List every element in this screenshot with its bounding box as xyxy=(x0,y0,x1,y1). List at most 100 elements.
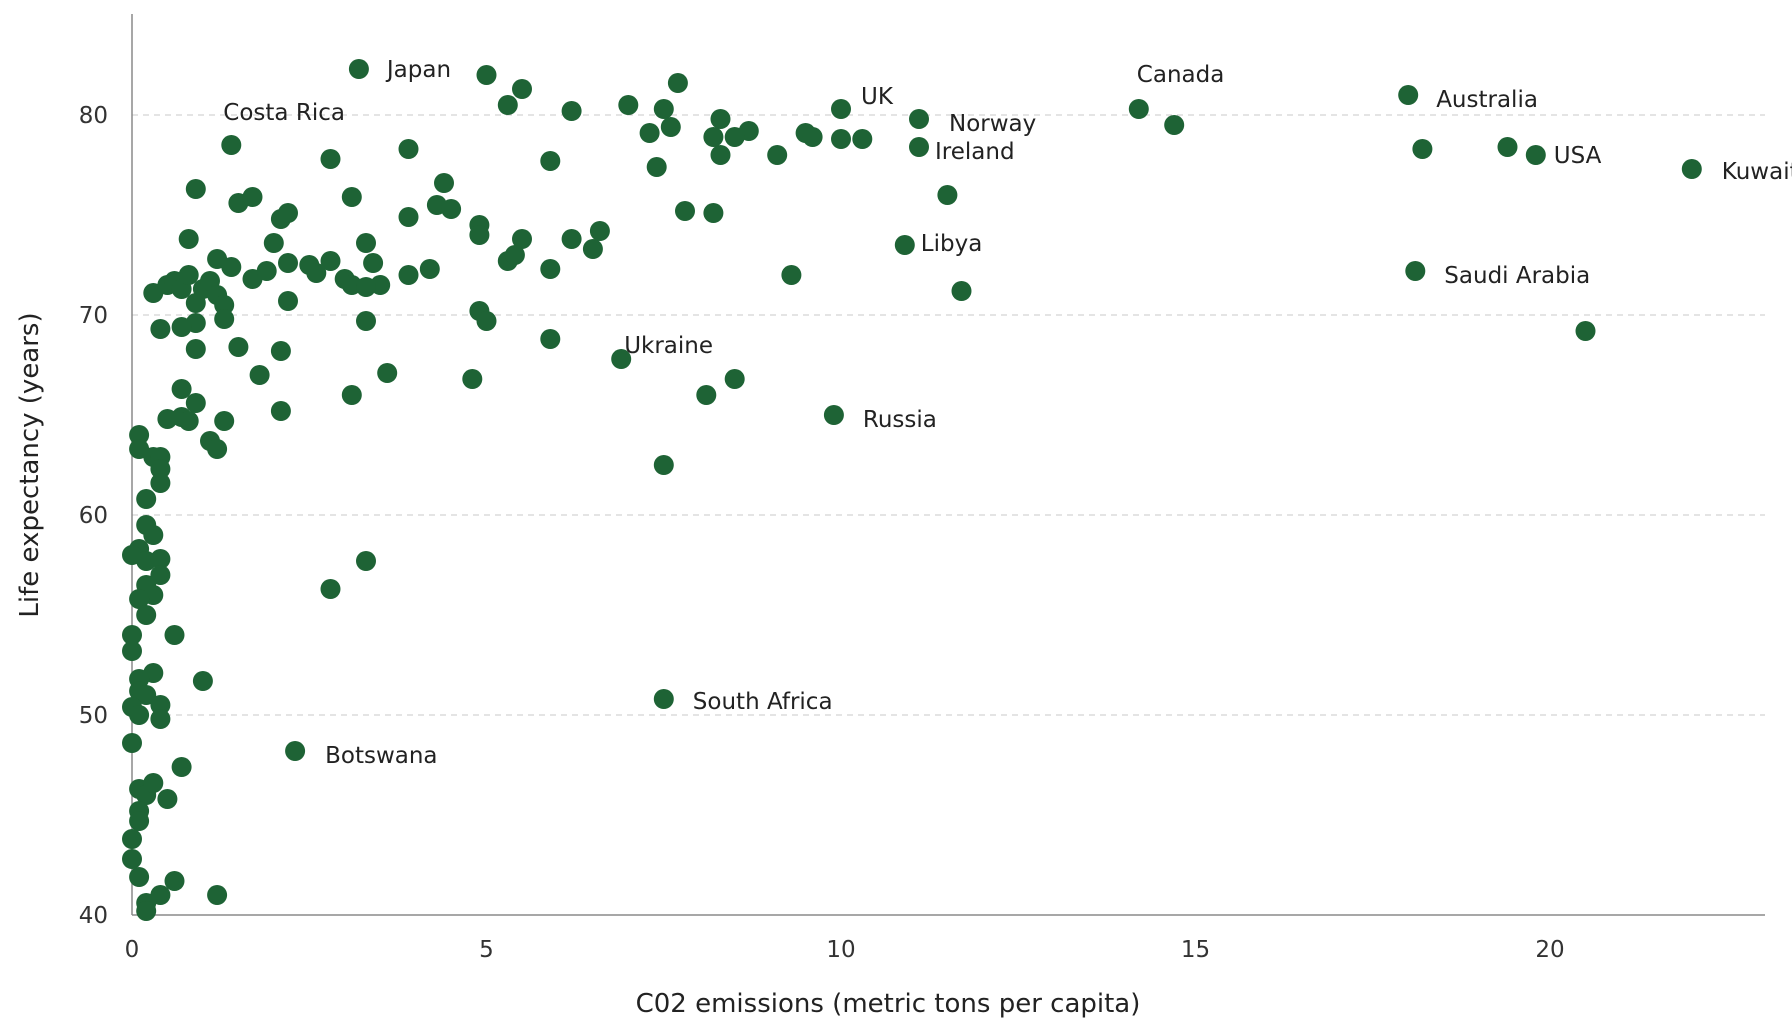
data-point xyxy=(122,733,142,753)
data-point xyxy=(356,277,376,297)
data-point xyxy=(263,233,284,253)
data-point xyxy=(129,705,150,725)
data-point xyxy=(377,363,398,383)
data-point xyxy=(320,579,341,599)
data-point xyxy=(143,773,164,793)
data-point xyxy=(1575,321,1596,341)
data-point xyxy=(136,605,157,625)
data-point xyxy=(143,525,164,545)
data-point xyxy=(660,117,681,137)
data-point xyxy=(1412,139,1433,159)
data-point xyxy=(823,405,844,425)
point-annotation: Russia xyxy=(863,407,937,433)
point-annotation: Japan xyxy=(385,57,451,83)
data-point xyxy=(646,157,667,177)
data-point xyxy=(540,259,561,279)
data-point xyxy=(476,311,497,331)
point-annotation: USA xyxy=(1554,143,1602,169)
y-tick-label: 60 xyxy=(79,503,108,529)
data-point xyxy=(164,871,185,891)
data-point xyxy=(561,229,582,249)
data-point xyxy=(185,179,206,199)
data-point xyxy=(696,385,717,405)
point-annotation: Ireland xyxy=(935,139,1015,165)
data-point xyxy=(306,263,327,283)
data-point xyxy=(122,641,142,661)
data-point xyxy=(150,695,171,715)
data-point xyxy=(504,245,525,265)
data-point xyxy=(831,129,851,149)
data-point xyxy=(419,259,440,279)
data-point xyxy=(278,253,298,273)
data-point xyxy=(1128,99,1149,119)
data-point xyxy=(589,221,610,241)
data-point xyxy=(703,127,724,147)
data-point xyxy=(398,139,419,159)
point-annotation: Botswana xyxy=(325,743,437,769)
data-point xyxy=(356,311,376,331)
data-point xyxy=(171,317,192,337)
data-point xyxy=(1398,85,1419,105)
data-point xyxy=(150,473,171,493)
point-annotation: Australia xyxy=(1436,87,1538,113)
data-point xyxy=(434,173,454,193)
data-point xyxy=(356,233,376,253)
data-point xyxy=(1497,137,1518,157)
data-point xyxy=(185,393,206,413)
data-point xyxy=(341,385,362,405)
data-point xyxy=(894,235,915,255)
data-point xyxy=(653,689,674,709)
point-annotation: South Africa xyxy=(693,689,833,715)
data-point xyxy=(214,411,235,431)
data-point xyxy=(1525,145,1546,165)
point-annotation: Canada xyxy=(1137,62,1225,88)
data-point xyxy=(781,265,802,285)
data-point xyxy=(285,741,306,761)
data-point xyxy=(207,439,228,459)
data-point xyxy=(1681,159,1702,179)
data-point xyxy=(242,187,263,207)
data-point xyxy=(150,565,171,585)
data-point xyxy=(497,95,518,115)
data-point xyxy=(540,329,561,349)
data-point xyxy=(831,99,851,119)
y-tick-labels: 40 50 60 70 80 xyxy=(79,103,108,929)
point-annotation: Saudi Arabia xyxy=(1444,263,1590,289)
data-point xyxy=(207,885,228,905)
y-tick-label: 70 xyxy=(79,303,108,329)
data-point xyxy=(703,203,724,223)
x-tick-label: 5 xyxy=(479,937,494,963)
point-annotation: Libya xyxy=(921,231,983,257)
data-point xyxy=(561,101,582,121)
data-point xyxy=(249,365,270,385)
y-tick-label: 80 xyxy=(79,103,108,129)
data-point xyxy=(937,185,958,205)
data-point xyxy=(150,549,171,569)
data-point xyxy=(178,411,199,431)
data-point xyxy=(582,239,603,259)
data-point xyxy=(618,95,639,115)
data-point xyxy=(653,455,674,475)
data-point xyxy=(214,309,235,329)
data-point xyxy=(710,145,731,165)
data-point xyxy=(469,225,490,245)
x-tick-label: 10 xyxy=(826,937,855,963)
data-point xyxy=(129,867,150,887)
data-point xyxy=(136,901,157,921)
data-point xyxy=(348,59,369,79)
data-point xyxy=(1405,261,1426,281)
data-point xyxy=(150,709,171,729)
data-point xyxy=(157,789,178,809)
data-point xyxy=(221,257,242,277)
grid-lines xyxy=(132,114,1765,716)
data-point xyxy=(462,369,483,389)
data-point xyxy=(724,369,745,389)
data-point xyxy=(164,625,185,645)
data-point xyxy=(852,129,873,149)
point-annotation: Ukraine xyxy=(624,333,713,359)
point-annotation: Kuwait xyxy=(1722,159,1792,185)
data-point xyxy=(122,625,142,645)
data-point xyxy=(653,99,674,119)
data-point xyxy=(221,135,242,155)
